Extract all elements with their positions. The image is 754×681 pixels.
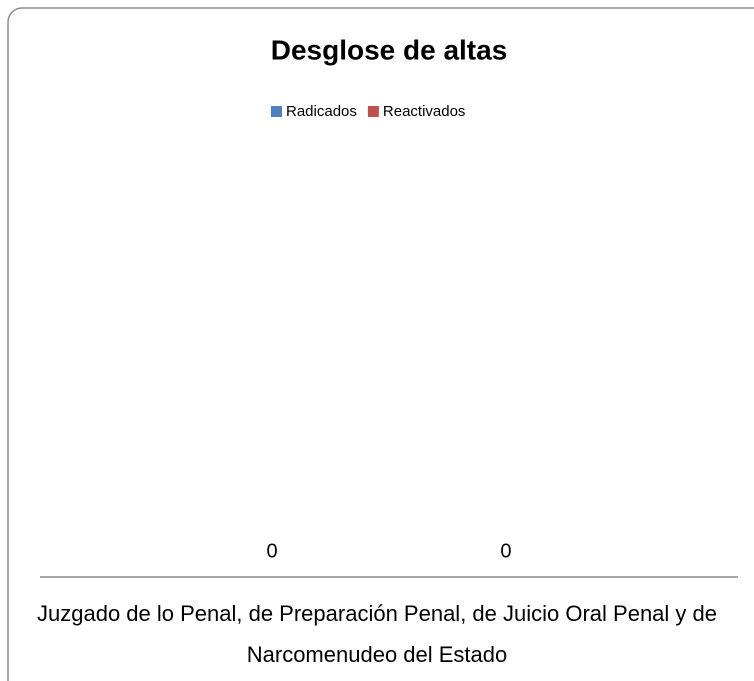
legend-swatch bbox=[367, 106, 379, 117]
legend-label: Reactivados bbox=[383, 103, 466, 120]
legend-label: Radicados bbox=[286, 103, 357, 120]
chart-title: Desglose de altas bbox=[271, 34, 508, 65]
legend-swatch bbox=[271, 106, 282, 117]
x-tick-label: Juzgado de lo Penal, de Preparación Pena… bbox=[37, 601, 717, 667]
data-label: 0 bbox=[267, 540, 278, 562]
data-label: 0 bbox=[500, 540, 511, 562]
chart-border bbox=[7, 7, 754, 681]
